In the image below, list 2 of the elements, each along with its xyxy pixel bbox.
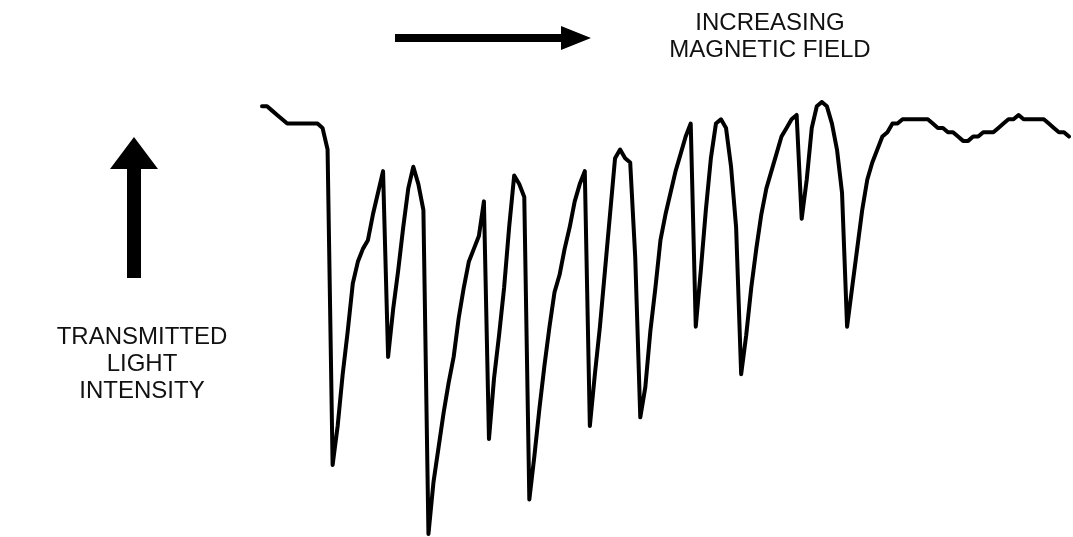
y-axis-title: TRANSMITTED LIGHT INTENSITY [55,322,229,403]
x-axis-title: INCREASING MAGNETIC FIELD [668,8,872,62]
